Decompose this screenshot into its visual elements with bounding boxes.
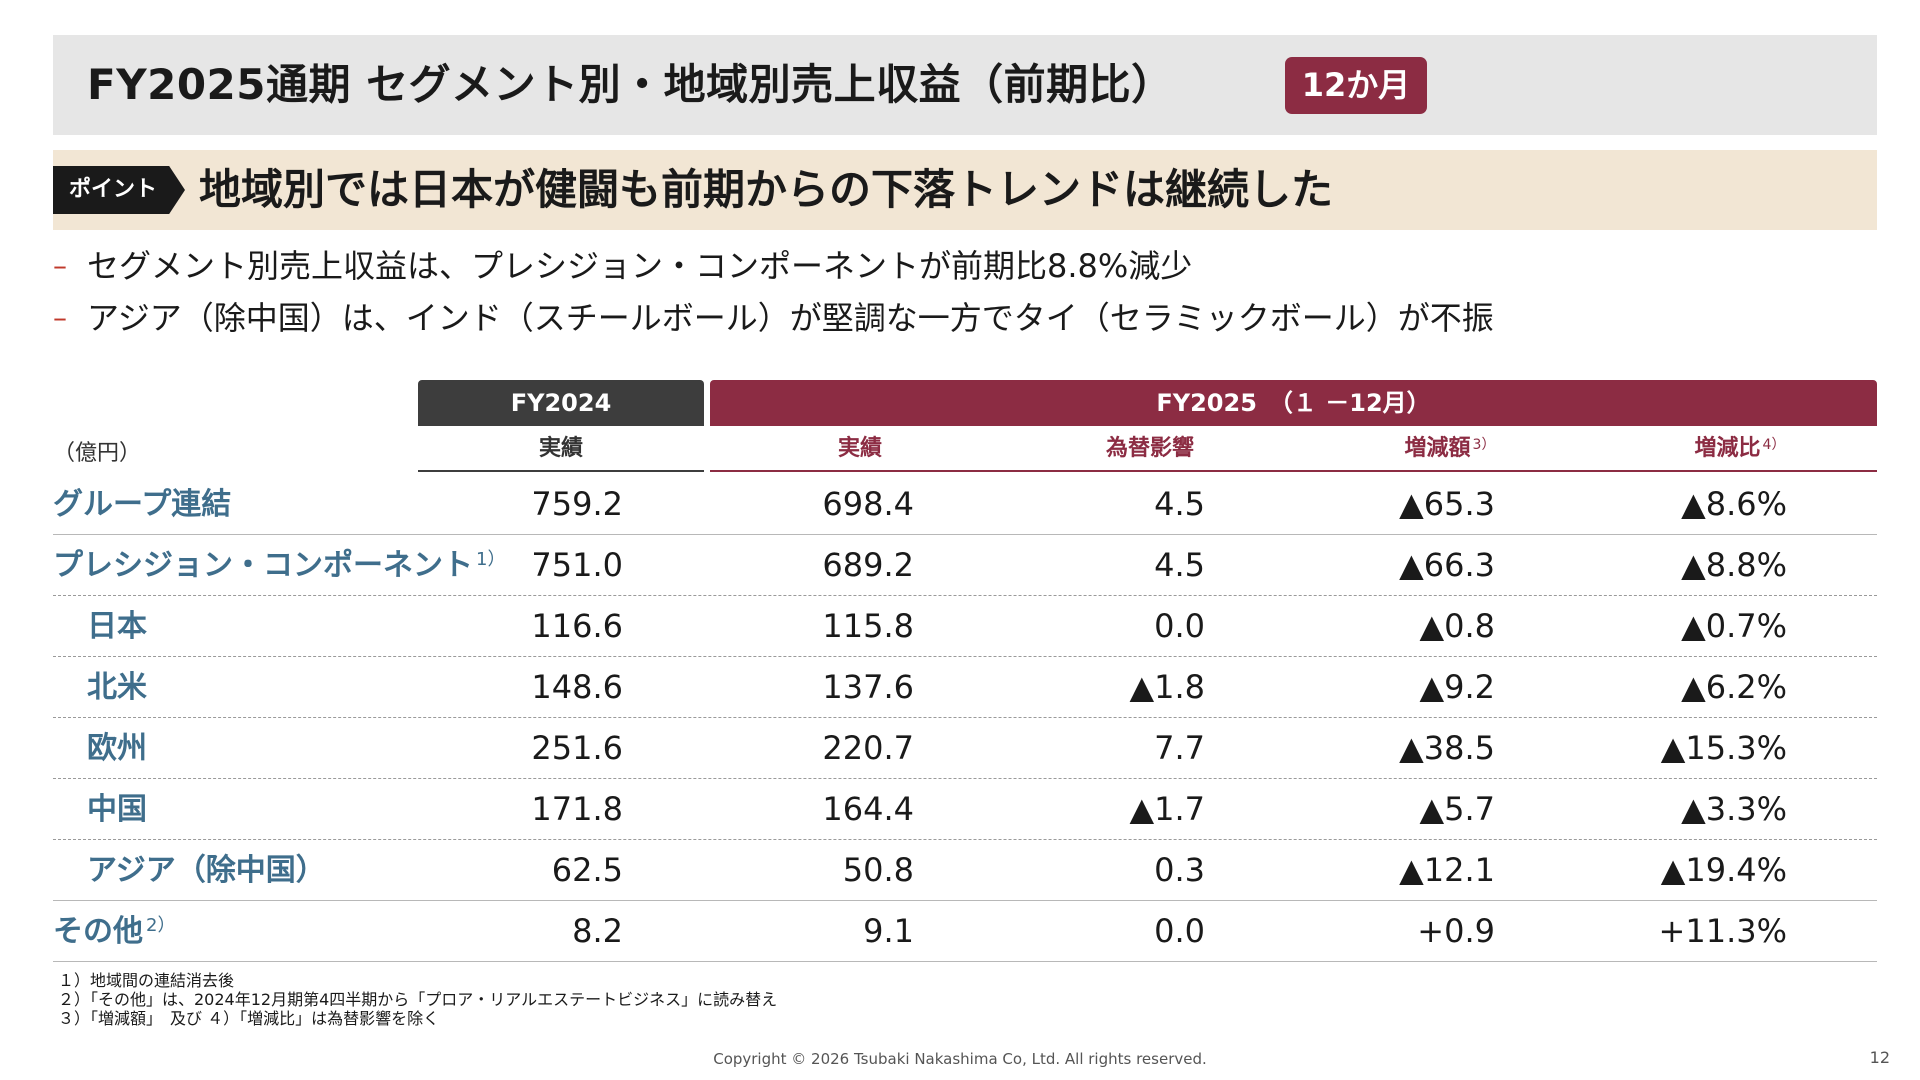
cell-fy2025: 689.2 [822,546,914,584]
header-fy2024: FY2024 [418,380,704,426]
page-number: 12 [1869,1048,1890,1067]
point-headline: 地域別では日本が健闘も前期からの下落トレンドは継続した [199,165,1334,214]
row-label-text: グループ連結 [53,487,232,522]
cell-change-amount: ▲66.3 [1399,546,1495,584]
table-row: 日本 116.6 115.8 0.0 ▲0.8 ▲0.7% [53,596,1877,657]
row-label: 欧州 [87,718,147,779]
dash-icon: – [53,249,67,282]
row-label-text: 中国 [87,792,147,827]
copyright: Copyright © 2026 Tsubaki Nakashima Co, L… [713,1050,1207,1068]
cell-change-amount: ▲65.3 [1399,485,1495,523]
bullet-item: – アジア（除中国）は、インド（スチールボール）が堅調な一方でタイ（セラミックボ… [53,292,1553,344]
subheader-actual: 実績 [837,436,882,461]
cell-change-amount: +0.9 [1417,912,1495,950]
cell-fx: 0.0 [1154,607,1205,645]
row-label-text: 北米 [87,670,147,705]
row-label-text: プレシジョン・コンポーネント [53,548,473,583]
row-label-text: その他 [53,914,143,949]
cell-fx: 4.5 [1154,485,1205,523]
cell-fy2024: 251.6 [531,729,623,767]
subheader-change-ratio: 増減比 4） [1630,430,1850,468]
cell-fx: ▲1.7 [1129,790,1206,828]
subheader-change-amount: 増減額 3） [1340,430,1560,468]
row-label: 日本 [87,596,147,657]
table-row: グループ連結 759.2 698.4 4.5 ▲65.3 ▲8.6% [53,474,1877,535]
cell-fy2025: 9.1 [863,912,914,950]
table-row: 欧州 251.6 220.7 7.7 ▲38.5 ▲15.3% [53,718,1877,779]
cell-change-amount: ▲38.5 [1399,729,1495,767]
cell-fy2024: 62.5 [551,851,623,889]
table-row: 北米 148.6 137.6 ▲1.8 ▲9.2 ▲6.2% [53,657,1877,718]
row-label: その他 2） [53,901,175,962]
table-row: その他 2） 8.2 9.1 0.0 +0.9 +11.3% [53,901,1877,962]
cell-fx: ▲1.8 [1129,668,1206,706]
subheader-fy2025-group: 実績 為替影響 増減額 3） 増減比 4） [710,430,1877,472]
table-row: 中国 171.8 164.4 ▲1.7 ▲5.7 ▲3.3% [53,779,1877,840]
cell-change-amount: ▲0.8 [1419,607,1496,645]
period-badge: 12か月 [1285,57,1427,114]
bullet-text: アジア（除中国）は、インド（スチールボール）が堅調な一方でタイ（セラミックボール… [87,299,1494,337]
cell-fx: 4.5 [1154,546,1205,584]
cell-fy2025: 698.4 [822,485,914,523]
table-row: アジア（除中国） 62.5 50.8 0.3 ▲12.1 ▲19.4% [53,840,1877,901]
footnote: ２）「その他」は、2024年12月期第4四半期から「プロア・リアルエステートビジ… [58,990,778,1009]
cell-change-ratio: ▲15.3% [1660,729,1787,767]
header-fy2025: FY2025 （１ －12月） [710,380,1877,426]
cell-fx: 7.7 [1154,729,1205,767]
footnote-ref: 1） [476,549,506,570]
row-label: アジア（除中国） [87,840,326,901]
row-label-text: アジア（除中国） [87,853,326,888]
dash-icon: – [53,301,67,334]
subheader-change-ratio-text: 増減比 [1694,436,1761,461]
page-title: FY2025通期 セグメント別・地域別売上収益（前期比） [87,60,1174,109]
footnote-ref: 2） [146,915,176,936]
cell-change-ratio: ▲8.8% [1681,546,1787,584]
cell-fy2024: 759.2 [531,485,623,523]
cell-fy2025: 137.6 [822,668,914,706]
row-label: 北米 [87,657,147,718]
cell-change-amount: ▲9.2 [1419,668,1496,706]
footnotes: １）地域間の連結消去後 ２）「その他」は、2024年12月期第4四半期から「プロ… [58,971,777,1028]
cell-fy2024: 148.6 [531,668,623,706]
cell-fy2025: 220.7 [822,729,914,767]
unit-label: （億円） [53,441,142,466]
cell-fx: 0.3 [1154,851,1205,889]
footnote: ３）「増減額」 及び ４）「増減比」は為替影響を除く [58,1009,440,1028]
cell-change-amount: ▲12.1 [1399,851,1495,889]
subheader-fx: 為替影響 [1105,436,1194,461]
subheader-change-amount-text: 増減額 [1404,436,1471,461]
bullet-item: – セグメント別売上収益は、プレシジョン・コンポーネントが前期比8.8%減少 [53,240,1553,292]
row-label: プレシジョン・コンポーネント 1） [53,535,505,596]
cell-change-ratio: ▲3.3% [1681,790,1787,828]
cell-fy2024: 751.0 [531,546,623,584]
point-tag: ポイント [53,166,185,214]
point-band: ポイント 地域別では日本が健闘も前期からの下落トレンドは継続した [53,150,1877,230]
row-label-text: 欧州 [87,731,147,766]
cell-change-ratio: ▲19.4% [1660,851,1787,889]
cell-change-ratio: +11.3% [1658,912,1787,950]
row-label: グループ連結 [53,474,231,535]
cell-fy2024: 8.2 [572,912,623,950]
cell-change-ratio: ▲0.7% [1681,607,1787,645]
row-label-text: 日本 [87,609,147,644]
bullet-text: セグメント別売上収益は、プレシジョン・コンポーネントが前期比8.8%減少 [87,247,1193,285]
cell-fy2024: 116.6 [531,607,623,645]
footnote: １）地域間の連結消去後 [58,971,235,990]
cell-fy2025: 115.8 [822,607,914,645]
title-bar: FY2025通期 セグメント別・地域別売上収益（前期比） 12か月 [53,35,1877,135]
cell-fx: 0.0 [1154,912,1205,950]
row-label: 中国 [87,779,147,840]
table-row: プレシジョン・コンポーネント 1） 751.0 689.2 4.5 ▲66.3 ▲… [53,535,1877,596]
cell-change-ratio: ▲8.6% [1681,485,1787,523]
cell-change-amount: ▲5.7 [1419,790,1496,828]
cell-fy2024: 171.8 [531,790,623,828]
footnote-ref: 3） [1472,437,1496,453]
cell-change-ratio: ▲6.2% [1681,668,1787,706]
cell-fy2025: 50.8 [842,851,914,889]
sales-table: グループ連結 759.2 698.4 4.5 ▲65.3 ▲8.6% プレシジョ… [53,474,1877,962]
subheader-fy2024-actual: 実績 [418,430,704,472]
cell-fy2025: 164.4 [822,790,914,828]
bullet-list: – セグメント別売上収益は、プレシジョン・コンポーネントが前期比8.8%減少 –… [53,240,1553,344]
footnote-ref: 4） [1762,437,1786,453]
